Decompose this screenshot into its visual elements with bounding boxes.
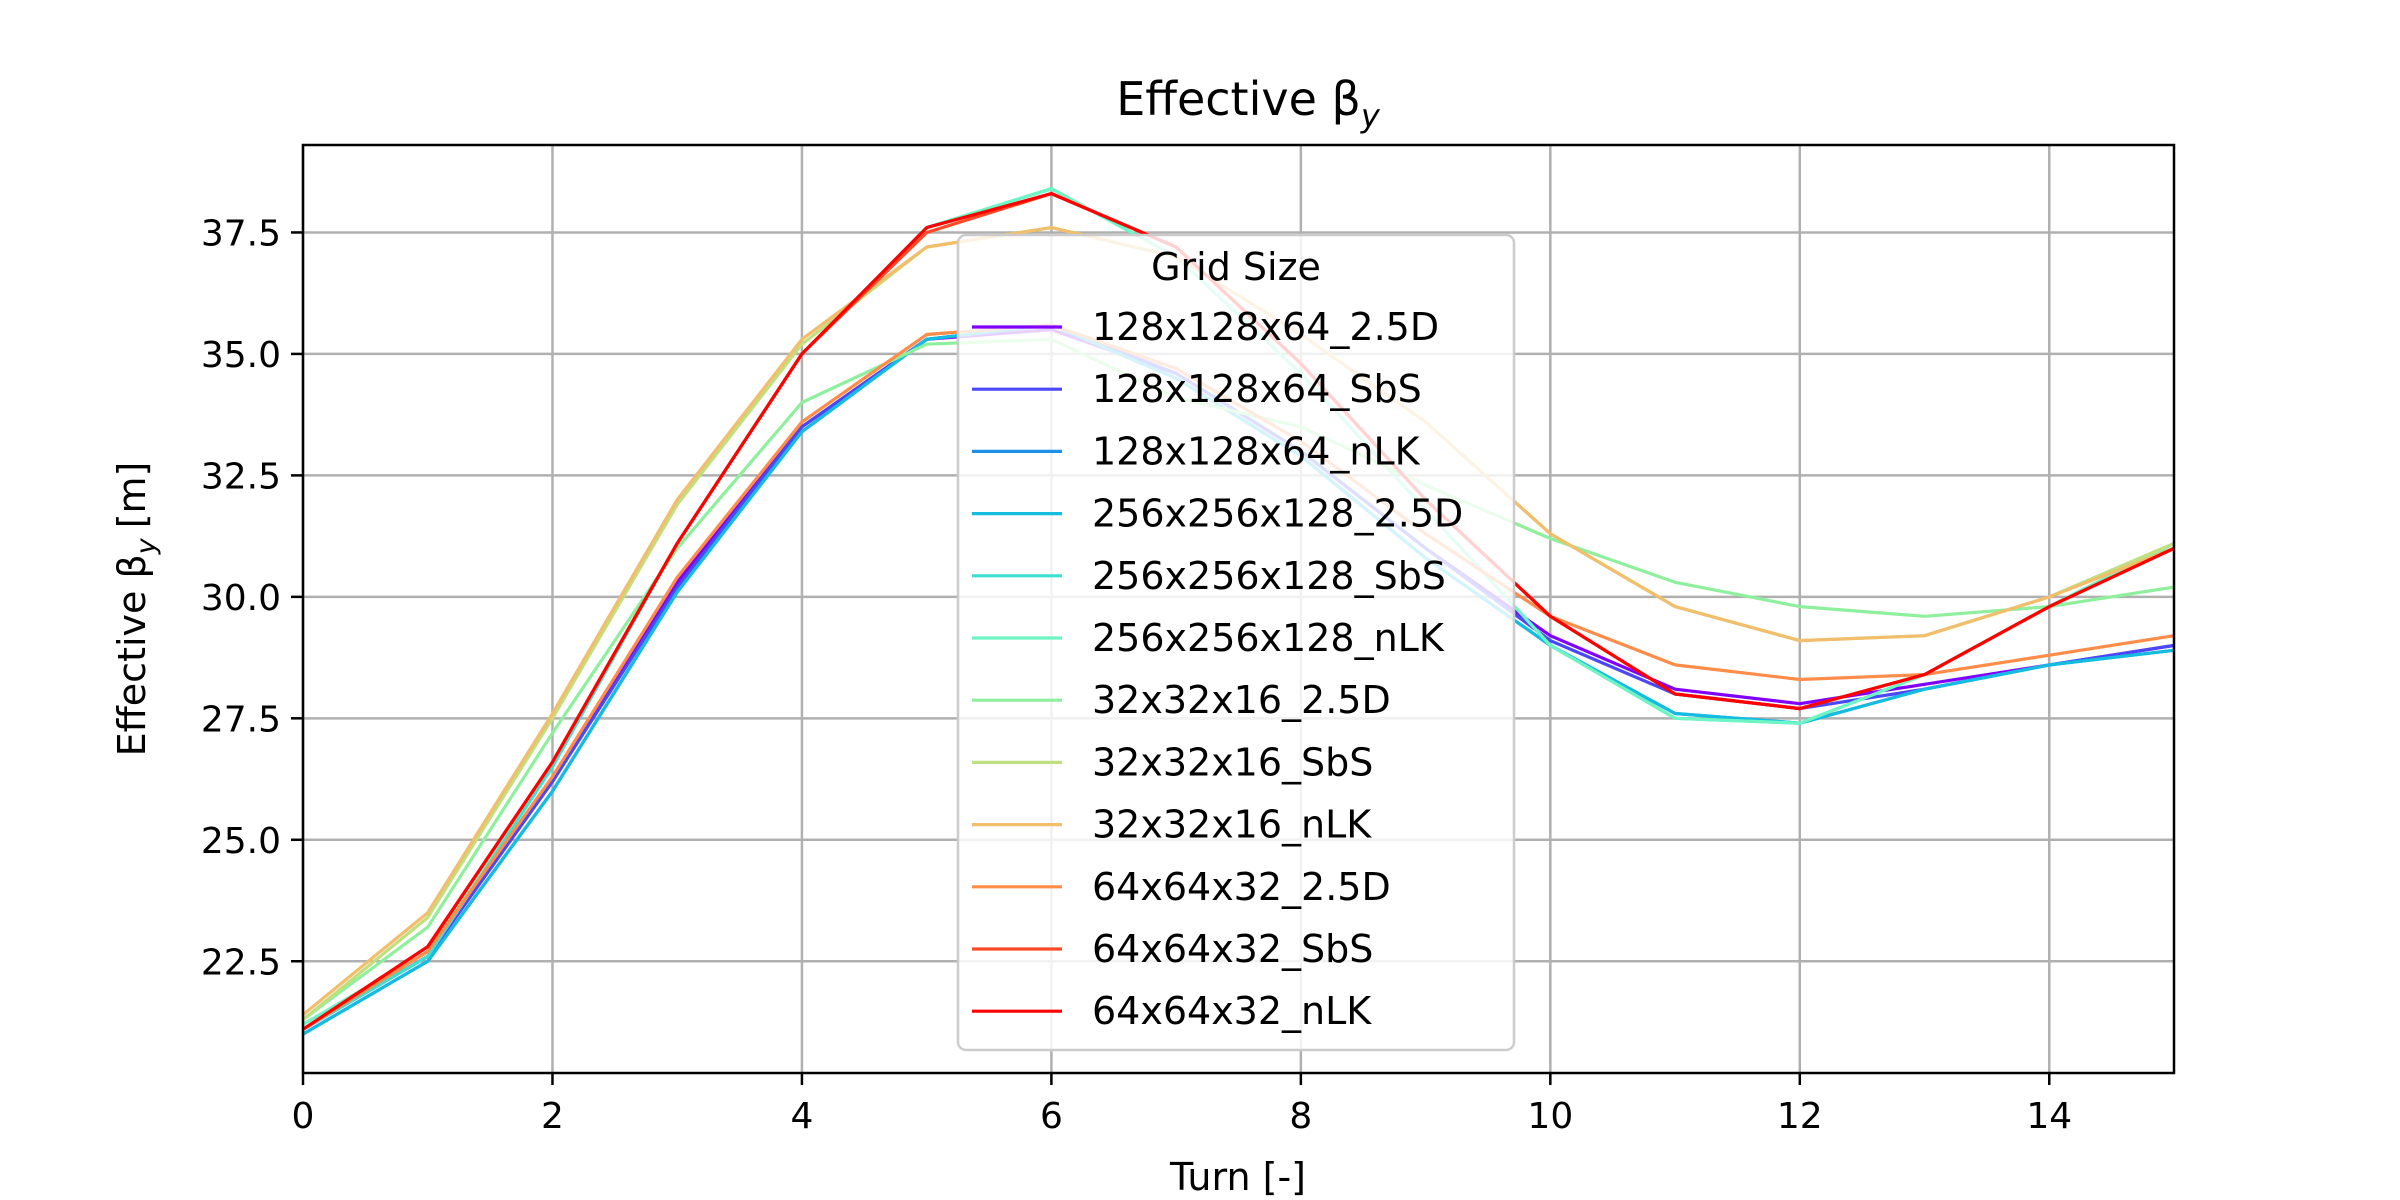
y-tick-label: 25.0 [201,821,281,862]
y-tick-label: 27.5 [201,699,281,740]
legend-title: Grid Size [1151,245,1321,289]
y-tick-label: 35.0 [201,335,281,376]
legend-label: 32x32x16_2.5D [1092,678,1391,722]
x-tick-label: 4 [790,1096,813,1137]
legend-items: 128x128x64_2.5D 128x128x64_SbS 128x128x64_… [972,305,1463,1033]
legend-box [956,233,1516,1052]
x-tick-label: 10 [1527,1096,1573,1137]
legend-label: 64x64x32_SbS [1092,927,1373,971]
y-tick-label: 32.5 [201,456,281,497]
legend-label: 32x32x16_SbS [1092,740,1373,784]
legend-label: 32x32x16_nLK [1092,803,1372,847]
y-axis-ticks: 22.5 25.0 27.5 30.0 32.5 35.0 37.5 [201,213,303,983]
x-axis-label: Turn [-] [1169,1155,1306,1199]
x-tick-label: 8 [1289,1096,1312,1137]
x-tick-label: 12 [1777,1096,1823,1137]
x-tick-label: 2 [541,1096,564,1137]
plot-frame [301,143,2176,1075]
legend-label: 128x128x64_2.5D [1092,305,1439,349]
x-axis-ticks: 0 2 4 6 8 10 12 14 [292,1073,2072,1137]
y-axis-label: Effective βy[m] [110,462,162,757]
chart-title: Effective βy [1116,72,1381,135]
y-tick-label: 30.0 [201,578,281,619]
legend-label: 128x128x64_SbS [1092,367,1422,411]
x-tick-label: 0 [292,1096,315,1137]
legend-label: 64x64x32_nLK [1092,989,1372,1033]
x-tick-label: 6 [1040,1096,1063,1137]
legend-label: 256x256x128_2.5D [1092,492,1463,536]
y-tick-label: 22.5 [201,942,281,983]
y-tick-label: 37.5 [201,213,281,254]
legend-label: 64x64x32_2.5D [1092,865,1391,909]
legend-label: 128x128x64_nLK [1092,429,1421,473]
legend-label: 256x256x128_SbS [1092,554,1446,598]
legend: Grid Size 128x128x64_2.5D128x128x64_SbS1… [956,233,1516,1052]
x-tick-label: 14 [2026,1096,2072,1137]
legend-label: 256x256x128_nLK [1092,616,1445,660]
